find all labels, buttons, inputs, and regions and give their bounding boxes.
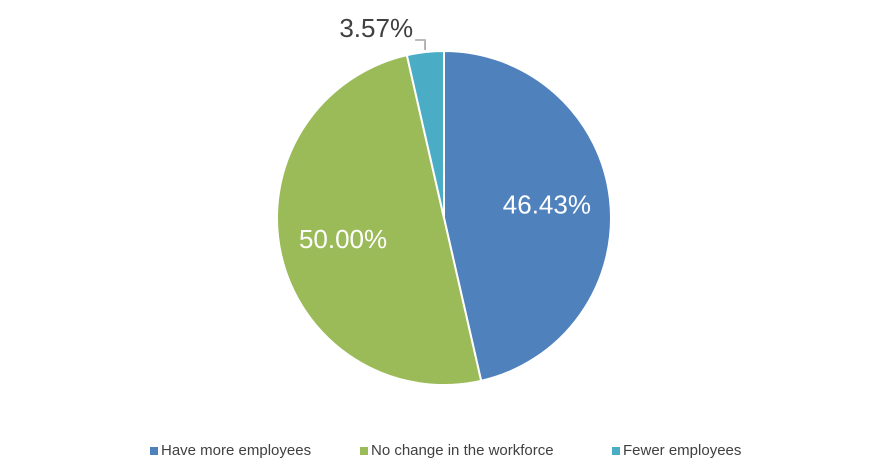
legend-swatch <box>150 447 158 455</box>
pie-slice <box>405 49 445 219</box>
data-label: 50.00% <box>299 224 387 254</box>
pie-slice <box>275 53 483 386</box>
data-label: 46.43% <box>503 189 591 219</box>
pie-slice <box>443 49 612 383</box>
legend-label: Have more employees <box>161 442 311 459</box>
legend-label: No change in the workforce <box>371 442 554 459</box>
legend-label: Fewer employees <box>623 442 741 459</box>
legend-swatch <box>360 447 368 455</box>
leader-line <box>415 39 426 51</box>
legend-swatch <box>612 447 620 455</box>
data-label: 3.57% <box>339 13 413 43</box>
